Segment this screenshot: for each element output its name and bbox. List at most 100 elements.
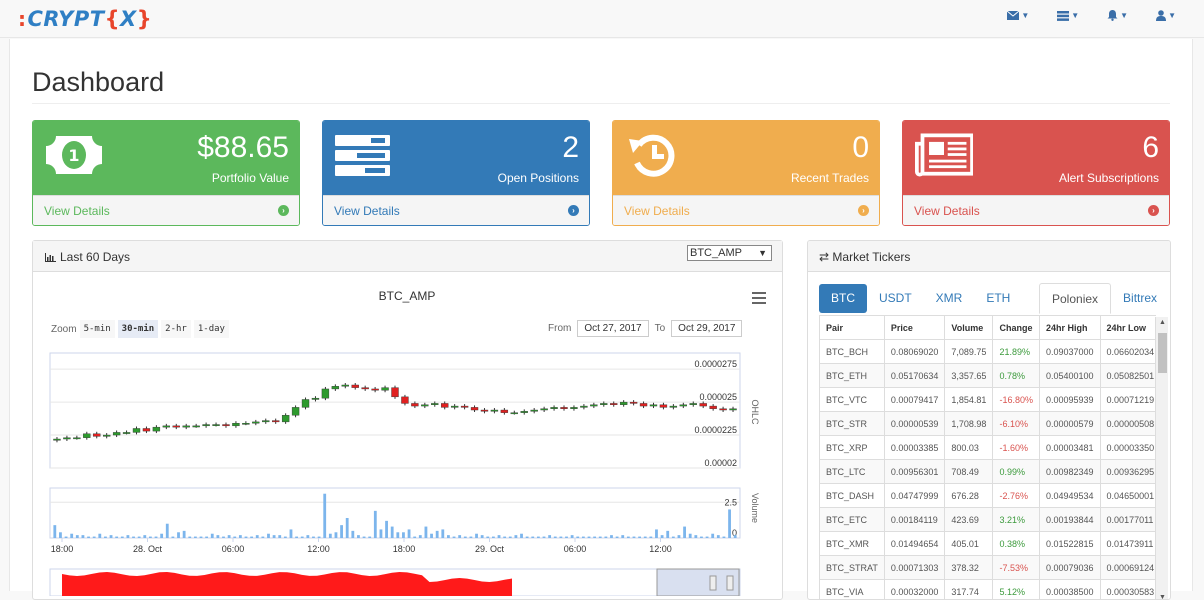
tab-poloniex[interactable]: Poloniex [1039, 283, 1111, 314]
volume-bar [250, 537, 253, 538]
column-header[interactable]: Change [993, 316, 1040, 340]
candle-body [561, 407, 568, 408]
volume-bar [239, 535, 242, 538]
candle-body [232, 423, 239, 426]
pair-select[interactable]: BTC_AMP ▼ [687, 245, 772, 261]
table-scrollbar[interactable]: ▲ ▼ [1155, 317, 1168, 600]
pill-btc[interactable]: BTC [819, 284, 867, 313]
view-details-link[interactable]: View Details [44, 204, 110, 218]
table-cell: 0.08069020 [884, 340, 945, 364]
volume-bar [616, 537, 619, 538]
pill-eth[interactable]: ETH [974, 284, 1022, 313]
volume-bar [104, 537, 107, 538]
volume-bar [284, 537, 287, 538]
volume-bar [374, 511, 377, 538]
title-divider [32, 103, 1170, 104]
column-header[interactable]: Volume [945, 316, 993, 340]
volume-bar [211, 534, 214, 538]
table-cell: BTC_VTC [820, 388, 885, 412]
column-header[interactable]: 24hr Low [1100, 316, 1156, 340]
volume-bar [318, 537, 321, 538]
alerts-dropdown[interactable]: ▼ [1107, 10, 1128, 21]
pill-xmr[interactable]: XMR [924, 284, 975, 313]
scroll-up-icon[interactable]: ▲ [1159, 319, 1166, 326]
volume-bar [346, 518, 349, 538]
tasks-dropdown[interactable]: ▼ [1057, 10, 1079, 21]
view-details-link[interactable]: View Details [334, 204, 400, 218]
volume-bar [188, 537, 191, 538]
volume-bar [683, 527, 686, 538]
volume-bar [458, 535, 461, 538]
pair-select-value: BTC_AMP [690, 247, 742, 259]
volume-bar [571, 535, 574, 538]
table-cell: 0.00184119 [884, 508, 945, 532]
top-navbar: : CRYPT { X } ▼ ▼ ▼ ▼ [0, 0, 1204, 38]
scroll-down-icon[interactable]: ▼ [1159, 594, 1166, 600]
volume-bar [672, 537, 675, 538]
pill-usdt[interactable]: USDT [867, 284, 924, 313]
volume-bar [261, 537, 264, 538]
volume-bar [216, 535, 219, 538]
volume-bar [593, 537, 596, 538]
chart-canvas[interactable]: 0.00002750.0000250.00002250.00002OHLC2.5… [40, 276, 774, 596]
scrollbar-thumb[interactable] [1158, 333, 1167, 373]
dropdown-arrow-icon: ▼ [758, 246, 767, 260]
view-details-link[interactable]: View Details [914, 204, 980, 218]
volume-bar [273, 535, 276, 538]
table-cell: 3.21% [993, 508, 1040, 532]
volume-bar [514, 535, 517, 538]
arrow-circle-right-icon[interactable]: › [278, 205, 289, 216]
volume-bar [222, 537, 225, 538]
volume-bar [391, 527, 394, 538]
candle-body [610, 403, 617, 404]
candle-body [322, 389, 329, 398]
candle-body [173, 426, 180, 427]
volume-bar [492, 537, 495, 538]
volume-bar [194, 537, 197, 538]
volume-bar [447, 535, 450, 538]
history-icon [625, 133, 683, 177]
table-cell: 0.00069124 [1100, 556, 1156, 580]
column-header[interactable]: Price [884, 316, 945, 340]
volume-bar [661, 535, 664, 538]
volume-bar [396, 532, 399, 538]
tab-bittrex[interactable]: Bittrex [1111, 283, 1169, 314]
page-wrapper: Dashboard 1 $88.65 Portfolio Value View … [9, 39, 1193, 591]
volume-bar [155, 537, 158, 538]
base-currency-pills: BTC USDT XMR ETH [819, 284, 1022, 313]
table-cell: BTC_DASH [820, 484, 885, 508]
volume-bar [604, 537, 607, 538]
column-header[interactable]: Pair [820, 316, 885, 340]
ohlc-pane-frame [50, 353, 740, 468]
table-cell: 0.01522815 [1039, 532, 1100, 556]
table-cell: 0.00079036 [1039, 556, 1100, 580]
arrow-circle-right-icon[interactable]: › [568, 205, 579, 216]
candle-body [570, 407, 577, 408]
arrow-circle-right-icon[interactable]: › [858, 205, 869, 216]
money-icon: 1 [45, 133, 103, 177]
portfolio-value: $88.65 [197, 131, 289, 165]
arrow-circle-right-icon[interactable]: › [1148, 205, 1159, 216]
alert-subscriptions-count: 6 [1142, 131, 1159, 165]
crypt-x-logo[interactable]: : CRYPT { X } [18, 6, 152, 32]
messages-dropdown[interactable]: ▼ [1007, 10, 1029, 21]
volume-bar [481, 535, 484, 538]
volume-bar [402, 532, 405, 538]
volume-bar [110, 535, 113, 538]
user-dropdown[interactable]: ▼ [1156, 10, 1176, 21]
candle-body [123, 432, 130, 433]
view-details-link[interactable]: View Details [624, 204, 690, 218]
column-header[interactable]: 24hr High [1039, 316, 1100, 340]
